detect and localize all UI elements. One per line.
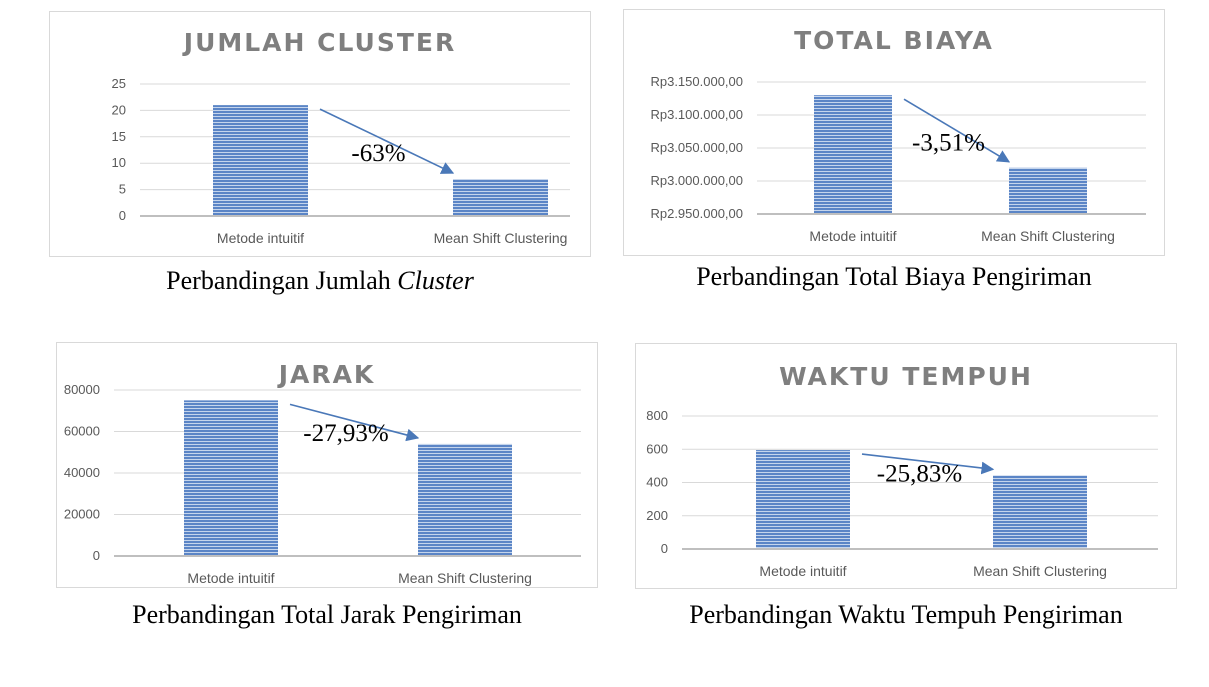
- chart-panel-jumlah-cluster: JUMLAH CLUSTER 0 5 10 15 20 25 Metode intuitif…: [49, 11, 591, 257]
- trend-arrow: [319, 108, 455, 174]
- x-tick-label: Mean Shift Clustering: [398, 570, 532, 586]
- y-tick-label: 400: [646, 475, 668, 490]
- y-tick-label: 20000: [64, 507, 100, 522]
- chart-caption: Perbandingan Jumlah Cluster: [166, 266, 474, 295]
- chart-jumlah-cluster: 0 5 10 15 20 25 Metode intuitif Mean Shift Clus…: [112, 76, 570, 246]
- bar: [418, 443, 512, 556]
- y-tick-label: 40000: [64, 465, 100, 480]
- y-tick-label: Rp2.950.000,00: [650, 206, 743, 221]
- y-tick-label: 25: [112, 76, 126, 91]
- y-tick-label: 200: [646, 508, 668, 523]
- chart-title: JARAK: [278, 360, 376, 389]
- x-tick-label: Mean Shift Clustering: [973, 563, 1107, 579]
- y-tick-label: 0: [93, 548, 100, 563]
- x-tick-label: Mean Shift Clustering: [434, 230, 568, 246]
- x-tick-label: Metode intuitif: [187, 570, 274, 586]
- bar: [213, 105, 308, 216]
- chart-title: TOTAL BIAYA: [794, 26, 994, 55]
- x-tick-label: Metode intuitif: [217, 230, 304, 246]
- bar: [814, 95, 892, 214]
- trend-arrow: [289, 403, 420, 442]
- y-tick-label: Rp3.100.000,00: [650, 107, 743, 122]
- x-tick-label: Metode intuitif: [759, 563, 846, 579]
- y-tick-label: 15: [112, 129, 126, 144]
- y-tick-label: 0: [661, 541, 668, 556]
- y-tick-label: 80000: [64, 382, 100, 397]
- y-tick-label: Rp3.050.000,00: [650, 140, 743, 155]
- chart-panel-total-biaya: TOTAL BIAYA Rp2.950.000,00 Rp3.000.000,00…: [623, 9, 1165, 256]
- bar: [184, 400, 278, 556]
- percent-change-label: -25,83%: [877, 461, 962, 488]
- chart-title: WAKTU TEMPUH: [779, 362, 1033, 391]
- x-tick-label: Metode intuitif: [809, 228, 896, 244]
- bar: [756, 450, 850, 549]
- y-tick-label: 0: [119, 208, 126, 223]
- bar: [1009, 167, 1087, 214]
- y-tick-label: Rp3.150.000,00: [650, 74, 743, 89]
- trend-arrow: [903, 98, 1011, 163]
- chart-waktu-tempuh: 0 200 400 600 800 Metode intuitif Mean Shift C…: [646, 408, 1158, 579]
- chart-caption: Perbandingan Total Jarak Pengiriman: [132, 600, 522, 629]
- chart-panel-jarak: JARAK 0 20000 40000 60000 80000 Metode intuit…: [56, 342, 598, 588]
- y-tick-label: Rp3.000.000,00: [650, 173, 743, 188]
- y-tick-label: 800: [646, 408, 668, 423]
- y-tick-label: 600: [646, 441, 668, 456]
- y-tick-label: 10: [112, 155, 126, 170]
- y-tick-label: 20: [112, 102, 126, 117]
- trend-arrow: [861, 453, 995, 475]
- chart-caption: Perbandingan Waktu Tempuh Pengiriman: [689, 600, 1123, 629]
- x-tick-label: Mean Shift Clustering: [981, 228, 1115, 244]
- bar: [453, 179, 548, 216]
- chart-total-biaya: Rp2.950.000,00 Rp3.000.000,00 Rp3.050.000,…: [650, 74, 1146, 244]
- chart-caption: Perbandingan Total Biaya Pengiriman: [696, 262, 1092, 291]
- chart-jarak: 0 20000 40000 60000 80000 Metode intuitif Mean…: [64, 382, 581, 586]
- chart-panel-waktu-tempuh: WAKTU TEMPUH 0 200 400 600 800 Metode intuiti…: [635, 343, 1177, 589]
- percent-change-label: -3,51%: [912, 130, 985, 157]
- y-tick-label: 60000: [64, 424, 100, 439]
- percent-change-label: -63%: [351, 140, 405, 167]
- percent-change-label: -27,93%: [303, 420, 388, 447]
- y-tick-label: 5: [119, 182, 126, 197]
- bar: [993, 475, 1087, 549]
- chart-title: JUMLAH CLUSTER: [183, 28, 457, 57]
